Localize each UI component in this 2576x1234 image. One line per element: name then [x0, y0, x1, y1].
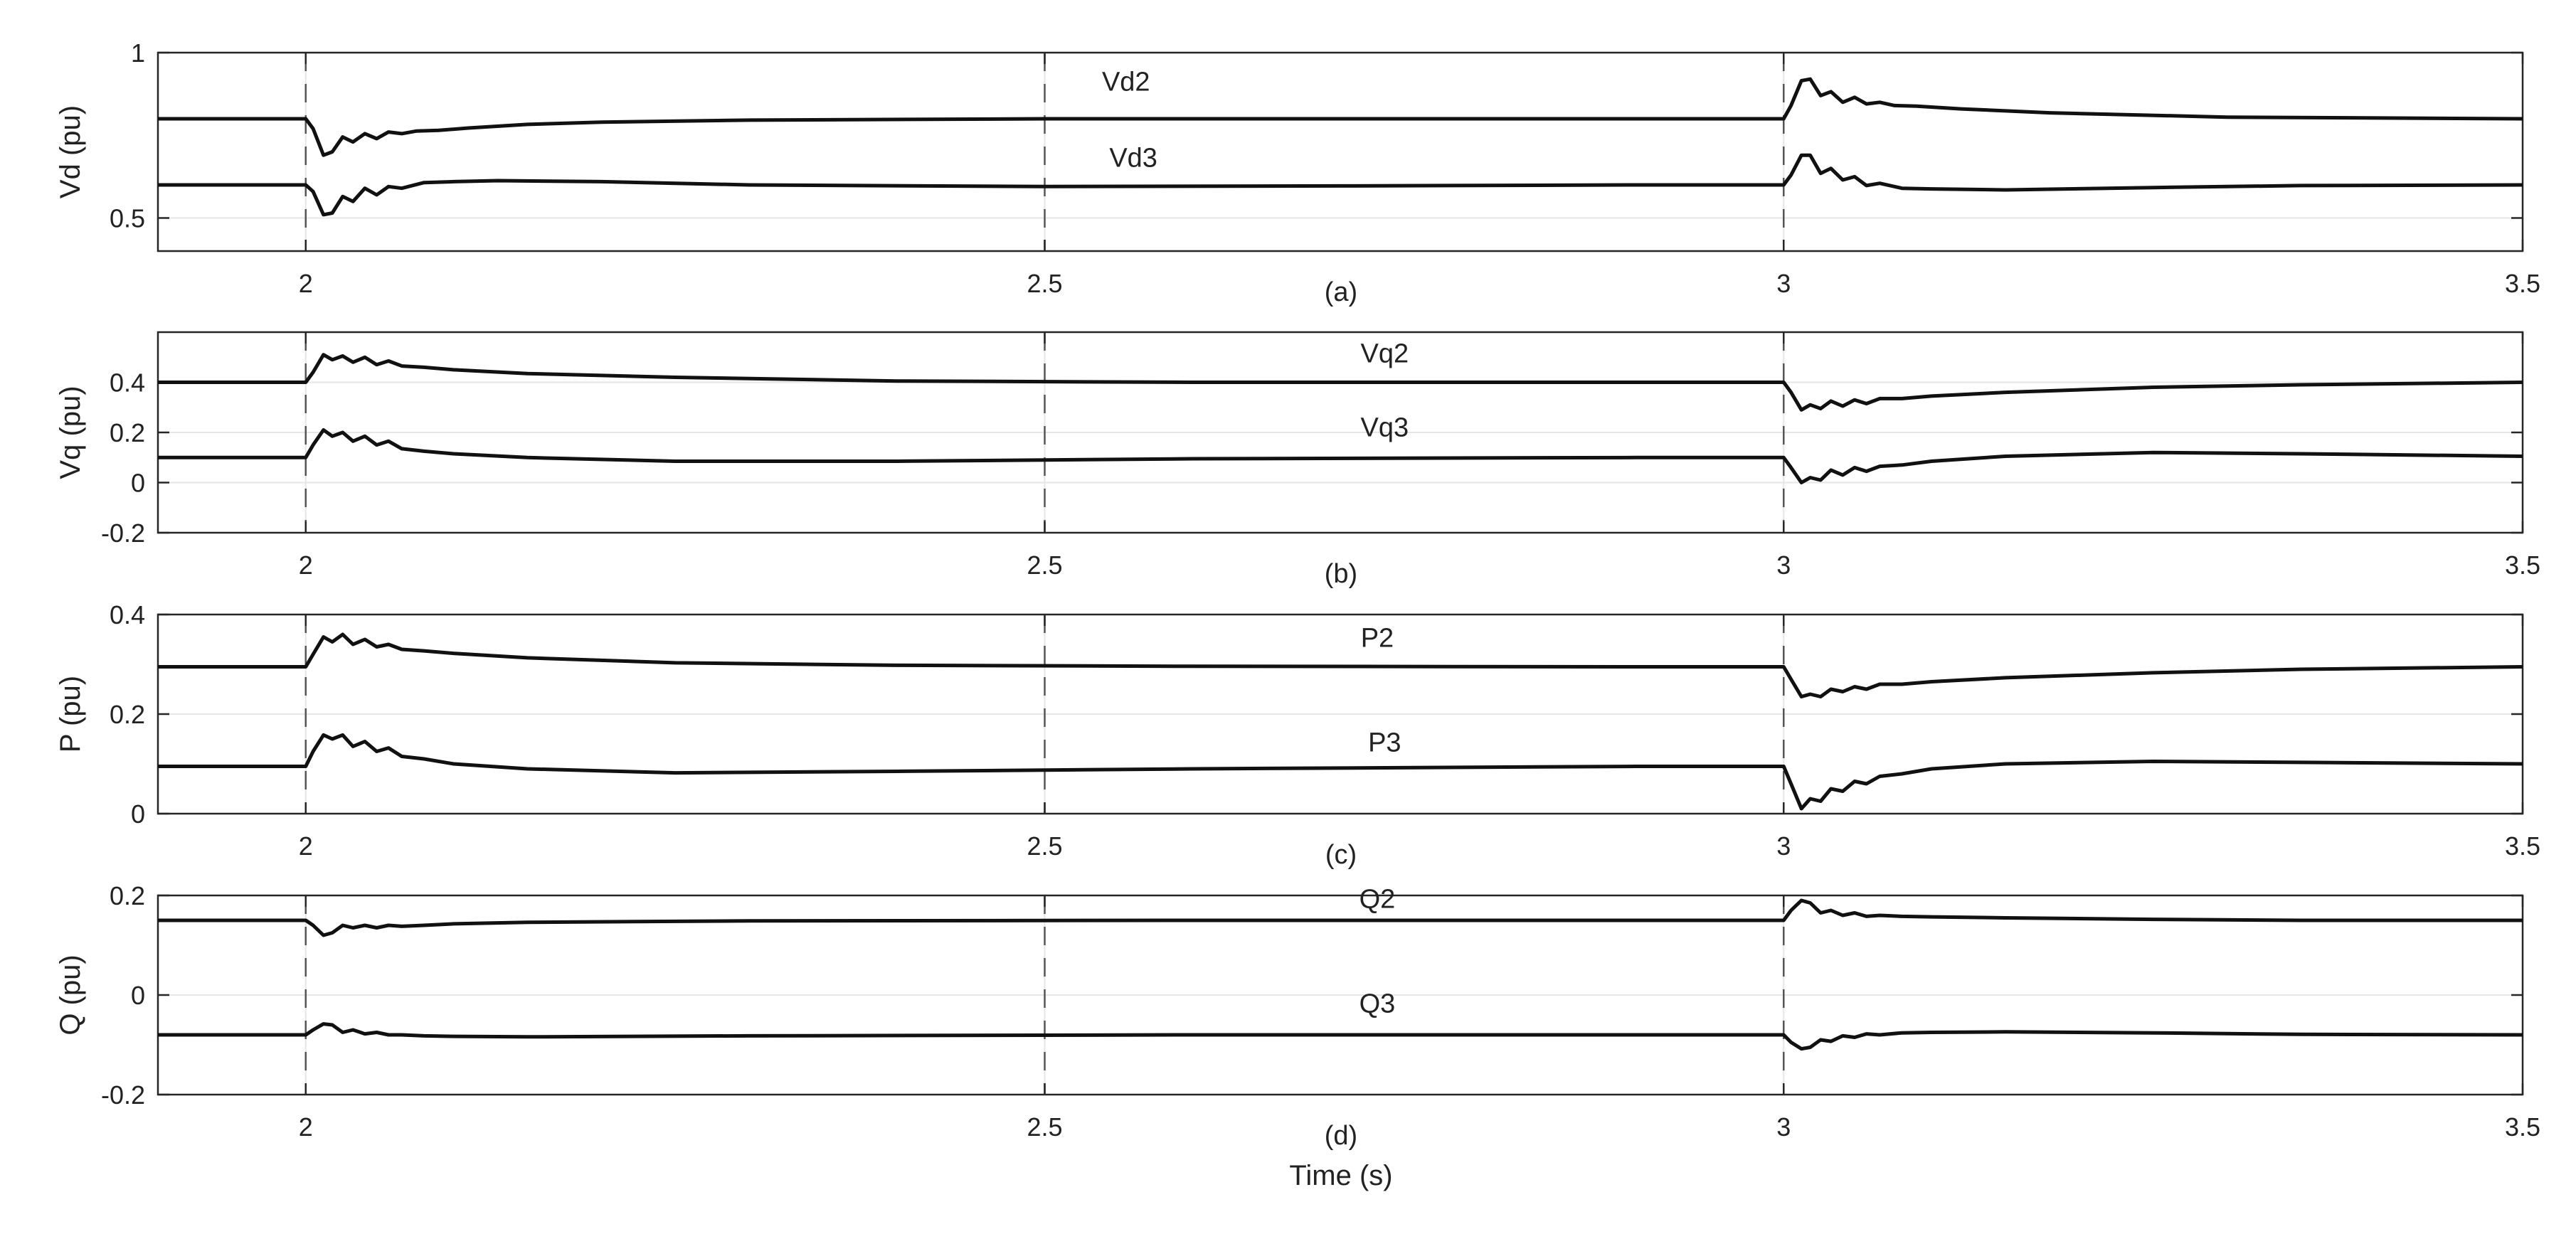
series-label-q3: Q3 [1359, 989, 1396, 1019]
y-tick-label: 0.4 [110, 600, 145, 629]
panel-caption: (a) [1325, 277, 1357, 307]
x-tick-label: 3 [1776, 1112, 1791, 1142]
y-tick-label: -0.2 [101, 518, 145, 548]
series-line-vq3 [158, 428, 2523, 484]
x-axis-label: Time (s) [1289, 1160, 1392, 1191]
x-tick-label: 3.5 [2505, 550, 2540, 580]
y-axis-label: Vq (pu) [55, 385, 86, 479]
series-label-p2: P2 [1361, 624, 1394, 654]
y-tick-label: 0 [131, 799, 145, 829]
panel-caption: (b) [1325, 559, 1357, 589]
x-tick-label: 2 [299, 1112, 313, 1142]
x-tick-label: 3 [1776, 269, 1791, 298]
x-tick-label: 2.5 [1027, 550, 1062, 580]
x-tick-label: 2.5 [1027, 1112, 1062, 1142]
x-tick-label: 2 [299, 269, 313, 298]
y-tick-label: 0.2 [110, 418, 145, 447]
series-label-vd2: Vd2 [1102, 67, 1150, 97]
y-tick-label: -0.2 [101, 1080, 145, 1110]
series-label-vd3: Vd3 [1109, 143, 1157, 173]
x-tick-label: 3 [1776, 550, 1791, 580]
series-line-q2 [158, 898, 2523, 937]
series-label-vq2: Vq2 [1361, 339, 1409, 368]
y-tick-label: 0.5 [110, 204, 145, 233]
x-tick-label: 3.5 [2505, 1112, 2540, 1142]
series-line-vd2 [158, 77, 2523, 157]
series-label-q2: Q2 [1359, 885, 1396, 915]
y-tick-label: 0.2 [110, 700, 145, 729]
series-label-vq3: Vq3 [1361, 413, 1409, 442]
series-line-p3 [158, 733, 2523, 811]
panel-c: 0 0.2 0.4 2 2.5 3 3.5 P (pu) (c) P2 P3 [55, 600, 2540, 870]
plot-area-a [157, 51, 2524, 252]
y-tick-label: 0.2 [110, 881, 145, 910]
panel-b: -0.2 0 0.2 0.4 2 2.5 3 3.5 Vq (pu) (b) Vq2 Vq3 [55, 331, 2540, 589]
series-line-p2 [158, 632, 2523, 698]
series-line-q3 [158, 1022, 2523, 1051]
y-axis-label: P (pu) [55, 676, 86, 752]
x-tick-label: 3 [1776, 831, 1791, 861]
series-line-vd3 [158, 153, 2523, 217]
y-tick-label: 0 [131, 469, 145, 498]
y-tick-label: 0.4 [110, 368, 145, 398]
panel-caption: (d) [1325, 1121, 1357, 1151]
panel-a: 0.5 1 2 2.5 3 3.5 Vd (pu) (a) Vd2 Vd3 [55, 38, 2540, 307]
y-axis-label: Vd (pu) [55, 105, 86, 198]
x-tick-label: 2 [299, 550, 313, 580]
x-tick-label: 2 [299, 831, 313, 861]
y-tick-label: 0 [131, 981, 145, 1010]
panel-d: -0.2 0 0.2 2 2.5 3 3.5 Q (pu) (d) Q2 Q3 [55, 881, 2540, 1151]
series-line-vq2 [158, 353, 2523, 412]
x-tick-label: 2.5 [1027, 831, 1062, 861]
x-tick-label: 3.5 [2505, 831, 2540, 861]
panel-caption: (c) [1325, 840, 1357, 870]
x-tick-label: 2.5 [1027, 269, 1062, 298]
series-label-p3: P3 [1368, 728, 1401, 758]
y-axis-label: Q (pu) [55, 954, 86, 1035]
y-tick-label: 1 [131, 38, 145, 68]
x-tick-label: 3.5 [2505, 269, 2540, 298]
